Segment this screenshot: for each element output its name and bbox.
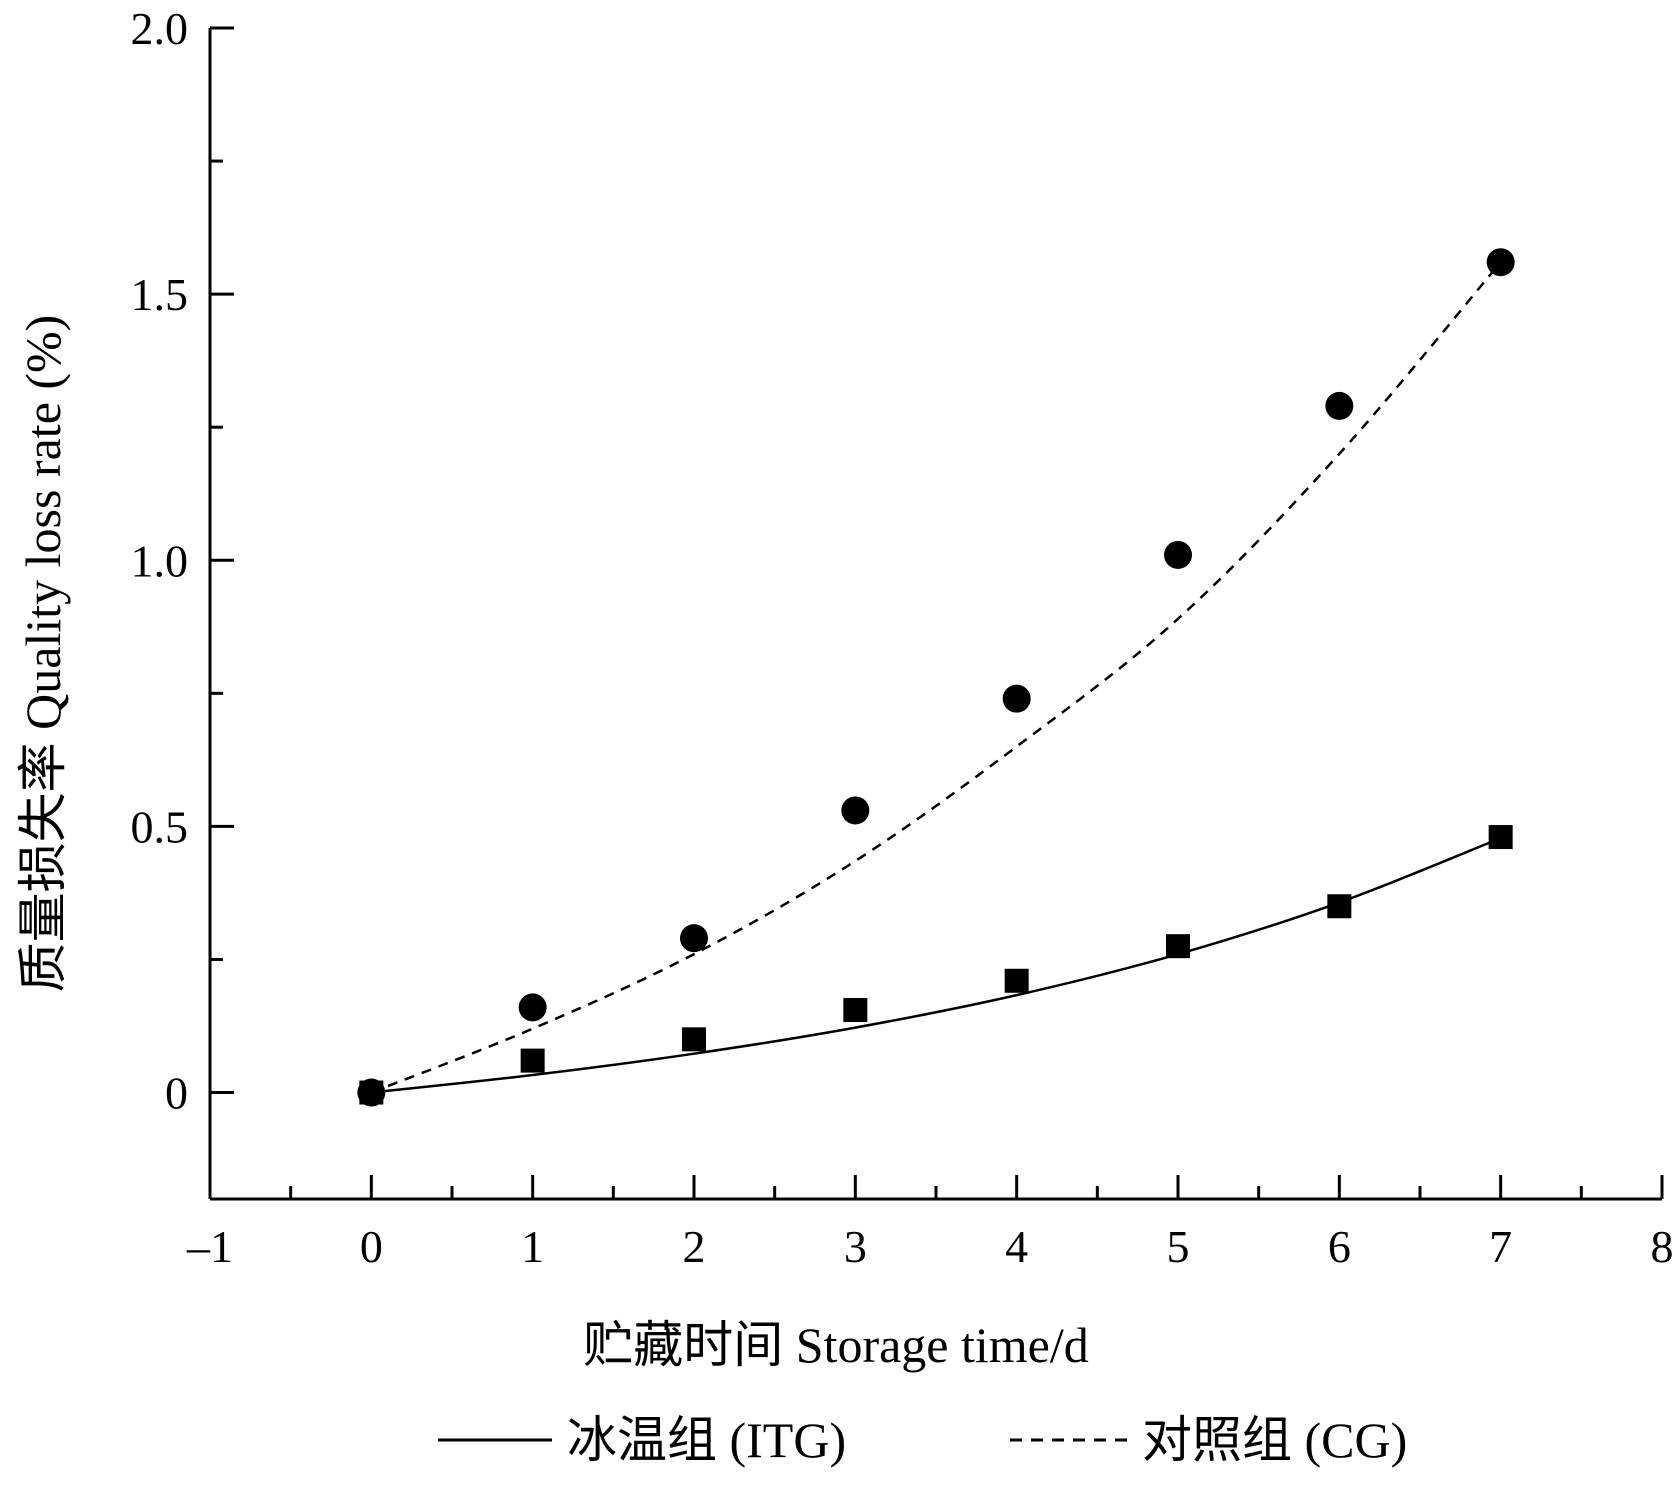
data-point-cg bbox=[1164, 540, 1192, 569]
data-point-itg bbox=[1488, 825, 1513, 850]
data-point-cg bbox=[680, 924, 708, 953]
x-tick-label: –1 bbox=[186, 1221, 233, 1272]
y-axis-title: 质量损失率 Quality loss rate (%) bbox=[15, 315, 71, 993]
data-point-cg bbox=[1002, 684, 1031, 713]
x-tick-label: 6 bbox=[1328, 1221, 1351, 1272]
data-point-itg bbox=[1004, 968, 1029, 993]
y-tick-label: 1.0 bbox=[131, 535, 189, 586]
legend: 冰温组 (ITG) 对照组 (CG) bbox=[438, 1412, 1407, 1468]
data-point-cg bbox=[1486, 248, 1515, 277]
legend-label-itg: 冰温组 (ITG) bbox=[567, 1412, 846, 1468]
data-point-itg bbox=[843, 998, 868, 1023]
y-tick-label: 0.5 bbox=[131, 801, 189, 852]
x-tick-label: 2 bbox=[683, 1221, 706, 1272]
x-axis-title: 贮藏时间 Storage time/d bbox=[583, 1317, 1089, 1373]
legend-label-cg: 对照组 (CG) bbox=[1142, 1412, 1407, 1468]
ticks bbox=[208, 26, 1664, 1199]
fit-line-cg bbox=[370, 261, 1502, 1094]
data-point-cg bbox=[841, 796, 870, 825]
data-point-cg bbox=[1325, 391, 1354, 420]
x-tick-label: 5 bbox=[1167, 1221, 1190, 1272]
tick-labels: –1 0 1 2 3 4 5 6 7 8 0 0.5 1.0 1.5 2.0 bbox=[131, 3, 1674, 1272]
x-tick-label: 8 bbox=[1651, 1221, 1674, 1272]
y-tick-label: 0 bbox=[165, 1068, 188, 1119]
y-tick-label: 1.5 bbox=[131, 269, 189, 320]
axes bbox=[208, 28, 1662, 1201]
data-point-itg bbox=[520, 1048, 545, 1073]
x-tick-label: 0 bbox=[360, 1221, 383, 1272]
x-tick-label: 4 bbox=[1005, 1221, 1028, 1272]
x-tick-label: 7 bbox=[1489, 1221, 1512, 1272]
data-point-cg bbox=[518, 993, 547, 1022]
series-lines bbox=[370, 261, 1502, 1094]
x-tick-label: 3 bbox=[844, 1221, 867, 1272]
data-point-itg bbox=[1327, 894, 1352, 919]
data-point-itg bbox=[1166, 934, 1190, 959]
series-markers bbox=[357, 248, 1515, 1107]
data-point-itg bbox=[682, 1027, 706, 1052]
data-point-itg bbox=[359, 1080, 384, 1105]
x-tick-label: 1 bbox=[521, 1221, 544, 1272]
y-tick-label: 2.0 bbox=[131, 3, 189, 54]
